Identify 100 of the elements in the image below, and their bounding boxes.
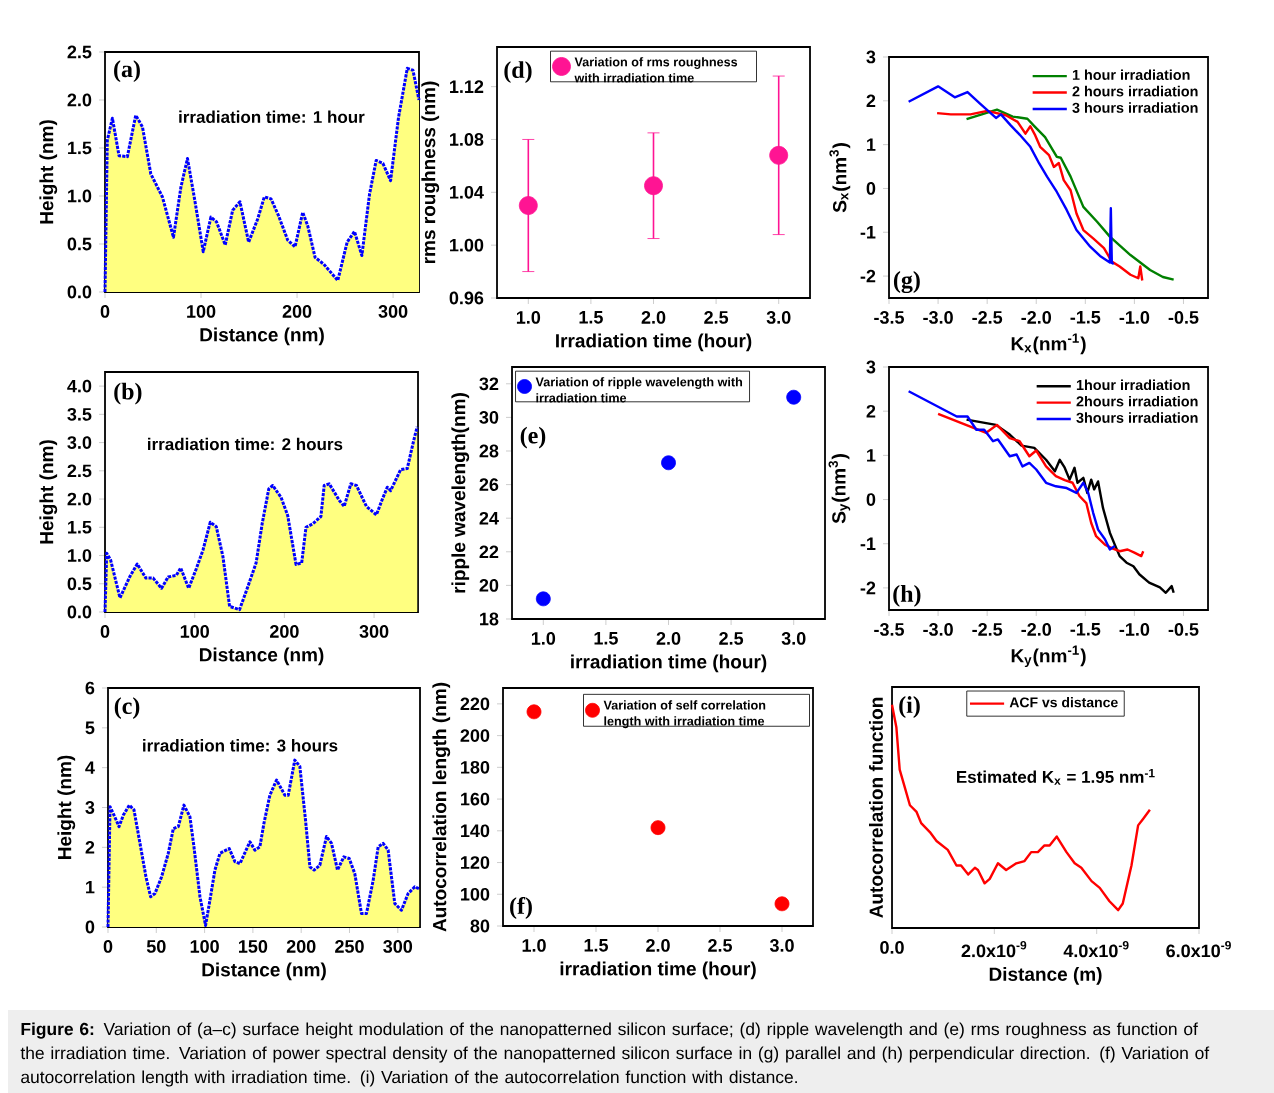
- x-tick-label: -1.0: [1119, 623, 1150, 636]
- y-tick-label: 1.12: [450, 80, 484, 93]
- annotation: (h): [893, 585, 921, 607]
- x-tick-label: 200: [269, 625, 299, 638]
- point: [644, 176, 663, 196]
- y-tick-label: 0: [866, 182, 876, 195]
- x-tick-label: 0: [103, 940, 113, 953]
- y-tick-label: 3.0: [67, 436, 92, 449]
- annotation: (c): [114, 697, 140, 719]
- annotation: (d): [504, 61, 532, 83]
- x-tick-label: 100: [190, 940, 219, 953]
- legend-label: 2 hours irradiation: [1072, 85, 1198, 97]
- annotation: (f): [510, 896, 532, 919]
- y-tick-label: 3: [866, 50, 876, 64]
- y-axis-title: Height (nm): [57, 755, 76, 859]
- y-tick-label: 0.0: [67, 605, 92, 619]
- y-tick-label: 200: [460, 729, 490, 742]
- x-tick-label: 2.0: [656, 632, 681, 645]
- y-tick-label: 1.0: [68, 549, 92, 562]
- y-axis-title: S$_{x}$(nm$^{3}$): [829, 143, 851, 213]
- y-tick-label: 28: [479, 444, 499, 458]
- y-tick-label: 220: [460, 697, 490, 711]
- x-tick-label: -3.0: [923, 623, 953, 636]
- x-tick-label: 0: [100, 305, 110, 318]
- y-tick-label: -1: [860, 537, 876, 550]
- x-tick-label: 3.0: [766, 311, 791, 324]
- point: [769, 145, 789, 165]
- legend-label: 3 hours irradiation: [1072, 102, 1198, 113]
- y-tick-label: 1: [86, 880, 95, 894]
- text: Figure 6: Variation of (a–c) surface height modulation of the nanopatterned silicon surface; (d) ripple wavelength and (e) rms roughness as function of the irradiation time. Variation of power spectral density of the nanopatterned silicon surface in (g) parallel and (h) perpendicular direction. (f) Variation of autocorrelation length with irradiation time. (i) Variation of the autocorrelation function with distance.: [20, 1022, 1210, 1087]
- x-tick-label: -0.5: [1168, 311, 1199, 324]
- y-tick-label: 1: [867, 449, 876, 462]
- y-tick-label: 6: [85, 681, 95, 695]
- y-tick-label: 1.04: [450, 185, 484, 199]
- point: [774, 896, 790, 912]
- legend-label: 1hour irradiation: [1076, 379, 1190, 391]
- x-tick-label: 2.5: [708, 939, 733, 952]
- y-tick-label: 140: [461, 824, 490, 838]
- x-tick-label: 300: [383, 940, 413, 953]
- y-tick-label: 2: [85, 841, 95, 854]
- legend-label: Variation of ripple wavelength with irradiation time: [535, 377, 743, 403]
- y-tick-label: 3.5: [67, 407, 92, 421]
- x-tick-label: -2.0: [1021, 623, 1052, 636]
- x-tick-label: 2.5: [704, 311, 729, 324]
- y-tick-label: 180: [461, 760, 490, 774]
- annotation: (a): [114, 60, 140, 83]
- y-tick-label: 0.0: [67, 285, 92, 299]
- x-tick-label: 100: [180, 625, 209, 638]
- point: [661, 455, 676, 471]
- x-tick-label: -1.5: [1070, 623, 1101, 636]
- y-tick-label: 1.5: [68, 141, 92, 155]
- x-tick-label: 2.0x10$^{-9}$: [961, 941, 1027, 958]
- y-tick-label: 2.0: [67, 492, 92, 506]
- x-tick-label: 2.0: [646, 939, 670, 952]
- y-tick-label: -1: [860, 226, 876, 239]
- annotation: (g): [893, 271, 920, 294]
- annotation: irradiation time: 2 hours: [148, 437, 343, 451]
- y-axis-title: S$_{y}$(nm$^{3}$): [828, 454, 851, 524]
- legend-label: Variation of self correlation length with irradiation time: [603, 700, 766, 729]
- point: [650, 820, 666, 836]
- y-tick-label: 4: [85, 761, 95, 774]
- annotation: (e): [520, 426, 546, 449]
- y-tick-label: 160: [461, 792, 490, 806]
- x-tick-label: 0: [100, 625, 110, 638]
- y-tick-label: 2: [866, 94, 876, 108]
- x-tick-label: -2.5: [972, 311, 1003, 324]
- y-tick-label: 5: [85, 721, 95, 735]
- y-tick-label: 0.96: [449, 291, 484, 305]
- x-tick-label: 0.0: [880, 941, 904, 954]
- legend-label: 2hours irradiation: [1076, 395, 1198, 407]
- x-tick-label: 150: [239, 940, 268, 953]
- x-axis-title: Distance (nm): [202, 962, 326, 981]
- x-tick-label: -2.0: [1021, 311, 1052, 324]
- x-axis-title: K$_{y}$(nm$^{-1}$): [1011, 645, 1086, 668]
- x-tick-label: 1.0: [516, 311, 541, 324]
- x-axis-title: K$_{x}$(nm$^{-1}$): [1011, 333, 1086, 355]
- y-tick-label: 1.0: [68, 189, 92, 203]
- x-tick-label: 6.0x10$^{-9}$: [1166, 941, 1231, 958]
- x-tick-label: 1.0: [531, 632, 556, 645]
- y-tick-label: 30: [479, 411, 499, 424]
- x-tick-label: -3.5: [874, 623, 905, 636]
- y-axis-title: Autocorrelation length (nm): [432, 682, 451, 932]
- y-tick-label: 3: [85, 801, 95, 814]
- y-tick-label: 4.0: [67, 379, 92, 393]
- y-tick-label: 2.0: [67, 93, 92, 107]
- x-axis-title: Distance (m): [989, 967, 1102, 985]
- y-tick-label: 80: [470, 919, 490, 933]
- y-tick-label: 2: [866, 404, 876, 418]
- y-tick-label: 22: [479, 545, 499, 559]
- y-tick-label: 2.5: [67, 45, 92, 59]
- legend-label: 1 hour irradiation: [1072, 69, 1190, 80]
- y-tick-label: 120: [461, 856, 490, 869]
- x-axis-title: Distance (nm): [200, 327, 324, 346]
- y-tick-label: 18: [480, 612, 499, 626]
- y-tick-label: 0: [85, 920, 95, 934]
- point: [535, 591, 551, 607]
- y-tick-label: -2: [860, 269, 876, 283]
- y-tick-label: 2.5: [67, 464, 92, 478]
- x-tick-label: 1.5: [584, 939, 609, 952]
- x-tick-label: -3.0: [923, 311, 953, 324]
